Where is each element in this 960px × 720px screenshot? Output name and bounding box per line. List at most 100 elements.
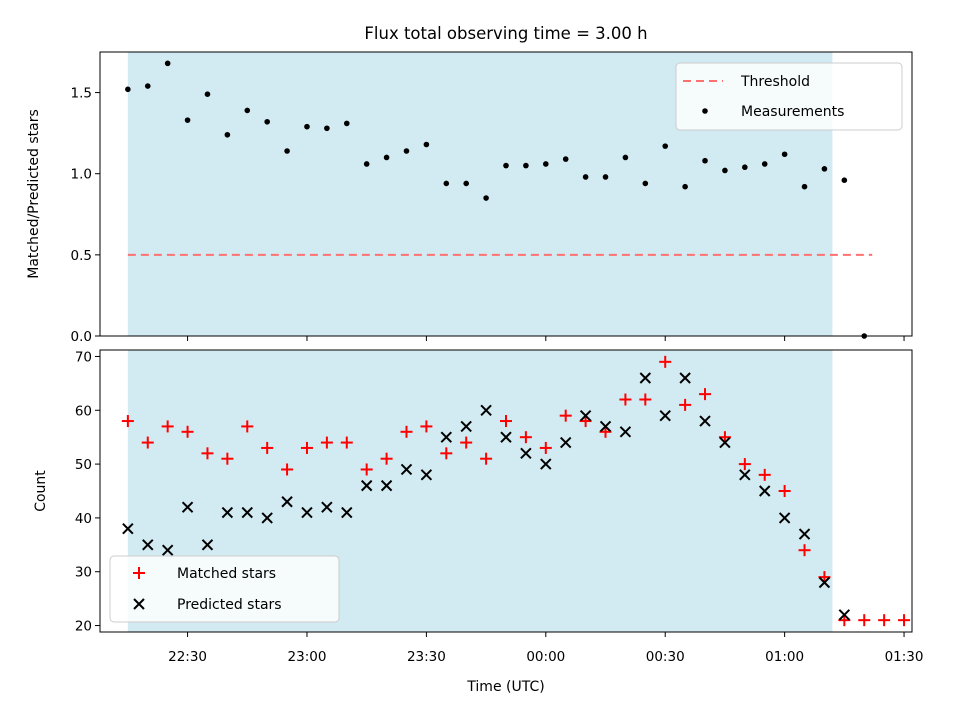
matched-star-point [121,415,134,428]
measurement-point [622,154,629,161]
measurement-point [423,141,430,148]
matched-star-point [778,485,791,497]
matched-star-point [320,436,333,449]
measurement-point [224,131,231,138]
top-ylabel: Matched/Predicted stars [26,109,42,279]
matched-star-point [758,468,771,481]
measurement-point [742,164,748,171]
measurement-point [343,120,350,127]
measurement-point [324,125,330,132]
legend-matched-label: Matched stars [177,566,276,582]
x-tick-label: 00:30 [646,649,685,665]
top-y-ticks: 0.0 0.5 1.0 1.5 [71,86,100,345]
predicted-star-point [500,431,512,443]
y-tick-label: 50 [75,457,92,473]
legend-predicted-label: Predicted stars [177,597,282,613]
y-tick-label: 0.0 [71,329,92,345]
predicted-star-point [440,431,453,443]
predicted-star-point [201,539,214,551]
legend-threshold-label: Threshold [740,74,810,90]
matched-star-point [619,393,632,406]
predicted-star-point [122,522,134,535]
measurement-point [821,166,828,172]
measurement-point [642,180,649,187]
matched-star-point [898,614,911,627]
predicted-star-point [221,506,234,519]
predicted-star-point [619,426,632,438]
legend-matched-swatch [133,567,145,579]
predicted-star-point [480,404,492,416]
bottom-legend: Matched stars Predicted stars [109,555,340,623]
predicted-star-point [659,409,671,422]
y-tick-label: 30 [75,565,92,581]
top-legend: Threshold Measurements [675,62,903,131]
matched-star-point [519,431,532,444]
bottom-y-ticks: 20 30 40 50 60 70 [75,349,100,635]
measurement-point [184,117,191,123]
predicted-star-point [181,501,194,513]
matched-star-point [380,452,393,465]
x-tick-label: 00:00 [526,649,565,665]
predicted-star-point [639,372,652,384]
predicted-star-point [838,609,851,621]
matched-star-point [400,425,413,438]
predicted-star-point [719,436,731,449]
measurement-point [702,157,708,164]
matched-star-point [679,398,692,411]
measurement-point [264,118,270,125]
matched-star-point [878,614,891,627]
predicted-star-point [540,458,552,470]
matched-star-point [559,409,572,422]
measurement-point [503,162,509,169]
x-tick-label: 23:00 [288,649,327,665]
matched-star-point [699,388,712,401]
bottom-xlabel: Time (UTC) [466,679,544,695]
matched-star-point [261,441,274,454]
predicted-star-point [759,485,771,497]
measurement-point [722,167,728,174]
predicted-star-point [161,544,174,556]
predicted-star-point [739,469,751,481]
matched-star-point [281,463,294,476]
measurement-point [682,183,688,190]
measurement-point [562,156,569,162]
predicted-star-point [520,447,532,460]
matched-star-point [141,436,154,449]
matched-star-point [858,614,871,627]
measurement-point [363,161,370,167]
predicted-star-point [142,539,154,551]
matched-star-point [440,447,453,460]
measurement-point [662,143,669,149]
top-plot-frame [99,51,913,337]
y-tick-label: 1.0 [71,167,92,183]
measurement-point [463,180,469,187]
predicted-star-point [798,528,811,540]
measurement-point [144,83,151,89]
bottom-ylabel: Count [33,470,49,512]
predicted-star-point [261,512,273,524]
measurement-point [383,154,390,161]
measurement-point [443,180,450,187]
x-tick-label: 23:30 [407,649,446,665]
y-tick-label: 20 [75,619,92,635]
x-tick-label: 22:30 [168,649,207,665]
measurement-point [781,151,788,158]
matched-star-point [460,436,473,449]
top-x-ticks [187,336,905,341]
x-tick-label: 01:00 [765,649,804,665]
bottom-plot-frame [99,349,913,633]
matched-star-point [539,441,552,454]
predicted-star-point [420,469,433,481]
matched-star-point [500,415,512,428]
matched-star-point [798,544,811,557]
predicted-star-point [281,496,293,508]
predicted-star-point [380,479,393,492]
measurement-point [801,183,808,190]
predicted-star-point [778,512,791,524]
measurement-point [164,60,171,67]
matched-star-point [659,355,672,368]
legend-measurement-label: Measurements [741,104,844,120]
bottom-panel: 20 30 40 50 60 70 22:30 23:00 23:30 00:00 00:30 01… [33,349,923,695]
matched-star-point [738,458,751,471]
